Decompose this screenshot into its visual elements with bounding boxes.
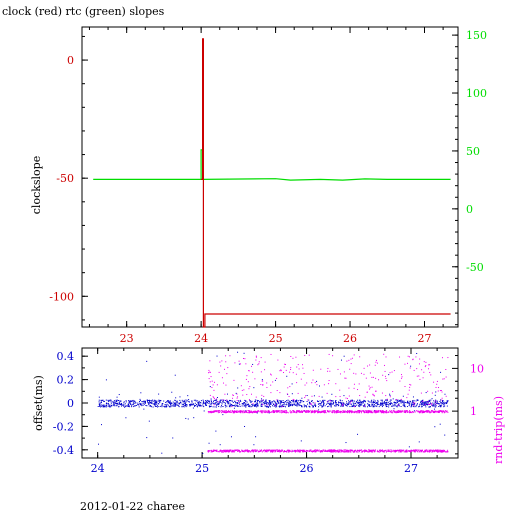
top-x-tick-label-3: 26 xyxy=(343,332,357,345)
top-y-right-tick-label-3: 0 xyxy=(466,203,473,216)
top-x-tick-label-1: 24 xyxy=(194,332,208,345)
top-y-right-tick-label-0: 150 xyxy=(466,29,487,42)
top-y-right-tick-label-2: 50 xyxy=(466,145,480,158)
bottom-y-left-tick-label-1: 0.2 xyxy=(57,374,75,387)
top-plot-frame xyxy=(81,26,459,328)
top-series-clock xyxy=(201,38,451,328)
bottom-series-offset xyxy=(97,351,449,454)
top-y-right-tick-label-4: -50 xyxy=(466,261,484,274)
footer-label: 2012-01-22 charee xyxy=(80,500,185,512)
bottom-y-axis-label-right: rnd-trip(ms) xyxy=(492,396,505,464)
bottom-y-left-tick-label-3: -0.2 xyxy=(53,420,74,433)
top-y-left-tick-label-2: -100 xyxy=(49,290,74,303)
bottom-y-left-tick-label-4: -0.4 xyxy=(53,444,74,457)
top-y-right-tick-label-1: 100 xyxy=(466,87,487,100)
bottom-x-tick-label-2: 26 xyxy=(300,462,314,475)
bottom-x-tick-label-1: 25 xyxy=(195,462,209,475)
top-series-rtc xyxy=(93,149,451,181)
bottom-x-tick-label-0: 24 xyxy=(91,462,105,475)
bottom-x-tick-label-3: 27 xyxy=(404,462,418,475)
top-x-tick-label-4: 27 xyxy=(417,332,431,345)
top-x-tick-label-2: 25 xyxy=(269,332,283,345)
top-y-left-tick-label-0: 0 xyxy=(67,54,74,67)
bottom-y-right-tick-label-0: 10 xyxy=(470,362,484,375)
bottom-series-rnd-trip xyxy=(207,353,449,453)
top-x-tick-label-0: 23 xyxy=(120,332,134,345)
bottom-y-left-tick-label-0: 0.4 xyxy=(57,350,75,363)
bottom-y-left-tick-label-2: 0 xyxy=(67,397,74,410)
chart-title: clock (red) rtc (green) slopes xyxy=(2,5,165,18)
top-y-left-tick-label-1: -50 xyxy=(56,172,74,185)
bottom-y-axis-label-left: offset(ms) xyxy=(32,375,45,431)
bottom-y-right-tick-label-1: 1 xyxy=(470,405,477,418)
top-y-axis-label: clockslope xyxy=(30,156,43,214)
